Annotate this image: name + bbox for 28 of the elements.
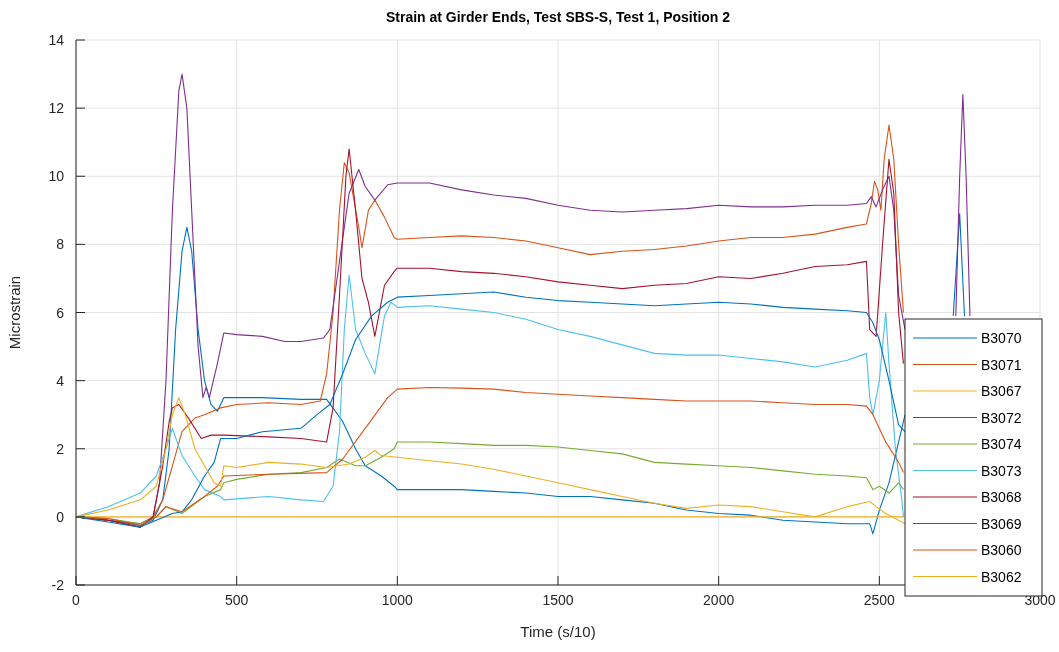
y-tick-label: -2: [51, 577, 65, 593]
x-tick-label: 1500: [542, 592, 574, 608]
y-tick-label: 8: [56, 236, 65, 253]
y-tick-label: 4: [56, 372, 65, 389]
y-tick-label: 0: [56, 508, 65, 525]
x-tick-label: 0: [72, 592, 81, 608]
legend-label: B3060: [981, 542, 1022, 558]
legend-label: B3062: [981, 568, 1022, 585]
x-tick-label: 2500: [863, 592, 896, 608]
y-tick-label: 2: [56, 440, 65, 457]
x-tick-label: 500: [224, 592, 249, 608]
legend-label: B3068: [981, 489, 1022, 505]
legend-label: B3069: [981, 515, 1022, 532]
x-axis-title: Time (s/10): [520, 623, 596, 640]
legend-label: B3067: [981, 383, 1022, 399]
y-axis-title: Microstrain: [6, 275, 23, 350]
y-tick-label: 12: [48, 100, 65, 117]
y-tick-label: 6: [56, 304, 65, 321]
y-tick-label: 14: [48, 32, 65, 48]
x-tick-label: 1000: [381, 592, 414, 608]
legend-label: B3073: [981, 462, 1022, 479]
chart-title: Strain at Girder Ends, Test SBS-S, Test 1, Position 2: [385, 9, 731, 25]
x-tick-label: 2000: [703, 592, 735, 608]
legend-label: B3070: [981, 330, 1022, 346]
legend-label: B3072: [981, 409, 1022, 426]
legend-label: B3074: [981, 436, 1022, 452]
legend-label: B3071: [981, 356, 1022, 373]
y-tick-label: 10: [48, 168, 65, 185]
